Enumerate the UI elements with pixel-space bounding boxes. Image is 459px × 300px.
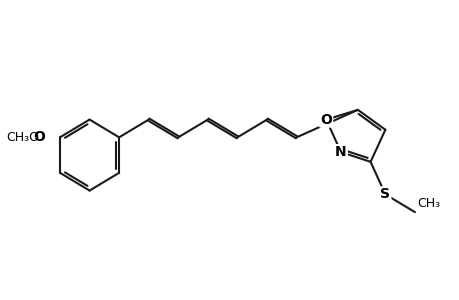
Text: CH₃: CH₃ [416,197,439,210]
Text: S: S [380,188,390,201]
Text: N: N [335,145,346,159]
Text: O: O [319,112,331,127]
Text: O: O [33,130,45,144]
Text: CH₃O: CH₃O [6,131,39,144]
Text: methoxy: methoxy [34,137,41,138]
